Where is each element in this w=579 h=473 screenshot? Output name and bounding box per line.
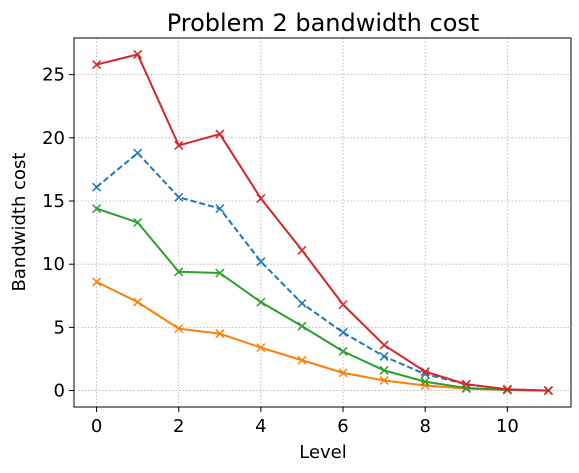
- data-point: [174, 192, 184, 202]
- data-point: [174, 140, 184, 150]
- grid: [74, 38, 571, 407]
- data-point: [256, 193, 266, 204]
- series-4: [92, 49, 553, 396]
- y-axis-label: Bandwidth cost: [9, 153, 30, 292]
- series-layer: [92, 49, 553, 396]
- data-point: [379, 351, 389, 361]
- y-tick-label: 0: [54, 381, 65, 402]
- x-tick-label: 8: [419, 416, 430, 437]
- y-axis: 0 5 10 15 20 25: [42, 65, 74, 402]
- series-line: [96, 53, 549, 392]
- data-point: [133, 297, 143, 307]
- data-point: [338, 368, 348, 378]
- data-point: [256, 297, 266, 307]
- x-tick-label: 4: [255, 416, 266, 437]
- y-tick-label: 20: [42, 128, 65, 149]
- series-1: [92, 148, 553, 396]
- x-axis-label: Level: [299, 442, 347, 463]
- data-point: [133, 217, 143, 228]
- data-point: [133, 148, 143, 158]
- plot-frame: [73, 37, 572, 408]
- data-point: [297, 245, 307, 255]
- x-axis: 0 2 4 6 8 10: [91, 407, 519, 437]
- data-point: [297, 321, 307, 331]
- data-point: [92, 204, 102, 214]
- y-tick-label: 5: [54, 317, 65, 338]
- data-point: [92, 182, 102, 192]
- x-tick-label: 0: [91, 416, 102, 437]
- series-line: [96, 207, 549, 392]
- data-point: [215, 129, 225, 139]
- data-point: [338, 327, 348, 337]
- data-point: [297, 298, 307, 308]
- data-point: [297, 355, 307, 365]
- data-point: [420, 367, 430, 377]
- x-tick-label: 2: [173, 416, 184, 437]
- data-point: [338, 346, 348, 356]
- data-point: [215, 329, 225, 339]
- data-point: [256, 343, 266, 353]
- data-point: [92, 60, 102, 70]
- series-2: [92, 277, 553, 396]
- data-point: [379, 365, 389, 375]
- y-tick-label: 25: [42, 65, 65, 86]
- series-line: [96, 280, 549, 392]
- data-point: [133, 49, 143, 59]
- data-point: [420, 377, 430, 387]
- x-tick-label: 10: [496, 416, 519, 437]
- data-point: [502, 384, 512, 394]
- data-point: [461, 379, 471, 389]
- x-tick-label: 6: [337, 416, 348, 437]
- data-point: [174, 324, 184, 334]
- data-point: [379, 375, 389, 385]
- data-point: [92, 277, 102, 287]
- data-point: [174, 267, 184, 277]
- data-point: [543, 386, 553, 396]
- series-line: [95, 152, 549, 392]
- data-point: [215, 204, 225, 214]
- y-tick-label: 15: [42, 191, 65, 212]
- series-3: [92, 204, 553, 396]
- data-point: [256, 257, 266, 267]
- data-point: [379, 340, 389, 350]
- data-point: [338, 300, 348, 310]
- chart-title: Problem 2 bandwidth cost: [167, 9, 480, 37]
- y-tick-label: 10: [42, 254, 65, 275]
- data-point: [215, 268, 225, 278]
